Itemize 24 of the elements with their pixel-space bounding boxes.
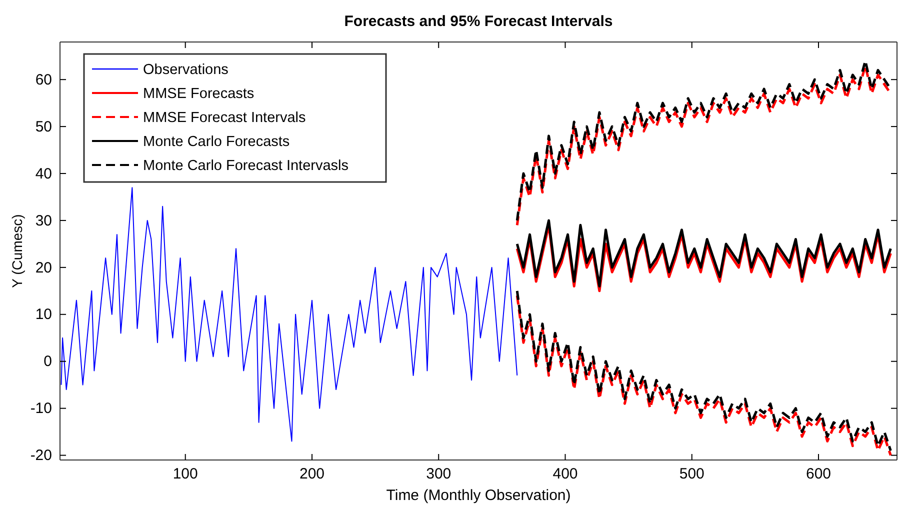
legend-label: Observations [143, 62, 228, 78]
y-tick-label: 30 [35, 212, 52, 230]
y-tick-label: -20 [30, 447, 52, 464]
x-tick-label: 400 [552, 466, 578, 483]
y-axis-title: Y (Cumesc) [9, 214, 25, 288]
x-tick-label: 100 [172, 466, 198, 483]
x-tick-label: 200 [299, 466, 324, 483]
x-tick-label: 300 [426, 466, 452, 483]
x-tick-label: 500 [679, 466, 704, 483]
line-series [60, 187, 518, 442]
y-tick-label: 0 [44, 353, 52, 370]
legend-label: Monte Carlo Forecast Intervasls [143, 158, 348, 174]
x-tick-label: 600 [806, 466, 832, 483]
legend-label: MMSE Forecast Intervals [143, 110, 306, 126]
y-tick-label: 20 [35, 259, 52, 276]
legend-label: MMSE Forecasts [143, 86, 254, 102]
y-tick-label: 60 [35, 71, 52, 88]
x-axis-title: Time (Monthly Observation) [386, 487, 571, 504]
y-tick-label: -10 [30, 400, 52, 418]
y-tick-label: 50 [35, 118, 52, 136]
legend-label: Monte Carlo Forecasts [143, 134, 290, 150]
y-tick-label: 40 [35, 165, 52, 182]
y-tick-label: 10 [35, 306, 52, 324]
chart-title: Forecasts and 95% Forecast Intervals [344, 13, 613, 30]
